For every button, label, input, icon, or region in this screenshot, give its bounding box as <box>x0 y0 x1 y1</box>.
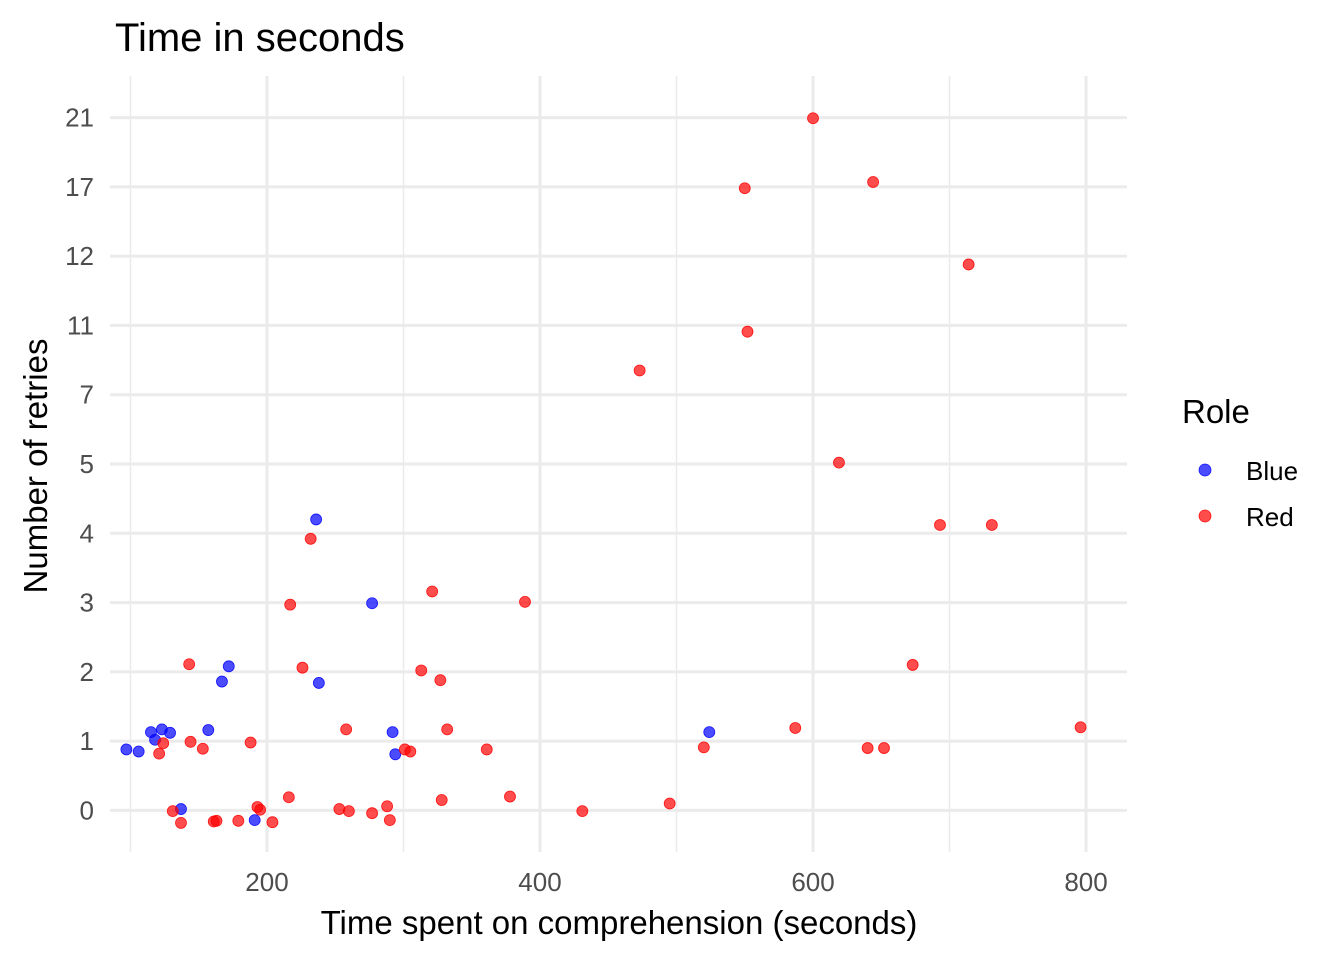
point-blue-12 <box>312 677 325 689</box>
x-tick-label-400: 400 <box>518 867 561 897</box>
point-red-43 <box>861 742 874 754</box>
y-tick-label-21: 21 <box>65 103 94 133</box>
point-red-40 <box>789 722 802 734</box>
legend: Role Blue Red <box>1182 393 1298 532</box>
point-red-41 <box>807 112 819 125</box>
point-red-47 <box>934 519 946 531</box>
point-red-23 <box>383 814 396 827</box>
point-red-33 <box>519 595 531 608</box>
point-blue-15 <box>389 748 402 761</box>
point-blue-16 <box>703 726 716 739</box>
point-blue-11 <box>310 513 323 526</box>
point-red-50 <box>1074 721 1087 734</box>
y-tick-label-11: 11 <box>67 310 94 340</box>
x-tick-label-200: 200 <box>245 867 288 897</box>
point-red-6 <box>196 742 209 755</box>
point-red-2 <box>166 805 179 818</box>
x-tick-labels: 200 400 600 800 <box>245 867 1107 897</box>
point-red-14 <box>282 791 295 804</box>
y-tick-label-17: 17 <box>65 172 94 202</box>
chart-title: Time in seconds <box>115 16 405 60</box>
point-red-25 <box>404 745 417 758</box>
point-red-34 <box>576 805 589 818</box>
point-blue-14 <box>386 726 399 739</box>
point-red-32 <box>504 790 516 803</box>
point-red-35 <box>633 364 646 377</box>
major-grid-x <box>265 76 1088 852</box>
point-red-12 <box>254 803 267 816</box>
point-blue-9 <box>222 660 235 673</box>
legend-title: Role <box>1182 393 1250 430</box>
point-red-36 <box>663 797 676 810</box>
point-red-16 <box>296 661 309 674</box>
point-red-8 <box>210 814 223 827</box>
legend-label-blue: Blue <box>1246 456 1298 486</box>
point-red-29 <box>435 794 448 806</box>
point-red-44 <box>867 176 879 188</box>
point-red-48 <box>962 258 975 271</box>
point-red-49 <box>985 519 998 531</box>
y-tick-label-7: 7 <box>80 380 94 410</box>
x-tick-label-600: 600 <box>791 867 834 897</box>
y-tick-label-1: 1 <box>80 726 94 756</box>
point-blue-8 <box>216 675 228 688</box>
point-red-37 <box>697 741 710 754</box>
point-blue-10 <box>248 814 261 827</box>
y-axis-title: Number of retries <box>17 339 54 594</box>
point-red-42 <box>833 456 845 469</box>
point-red-28 <box>434 674 447 687</box>
point-red-46 <box>906 659 919 671</box>
point-blue-5 <box>164 726 176 739</box>
point-red-5 <box>184 735 197 748</box>
point-red-19 <box>340 723 353 736</box>
point-red-1 <box>157 737 170 750</box>
point-blue-13 <box>366 597 378 610</box>
legend-key-red <box>1198 509 1212 523</box>
point-red-31 <box>480 743 493 756</box>
point-red-10 <box>244 736 257 749</box>
point-red-9 <box>232 814 245 827</box>
y-tick-label-3: 3 <box>80 588 94 618</box>
y-tick-label-0: 0 <box>80 795 94 825</box>
y-tick-label-5: 5 <box>80 449 94 479</box>
point-red-30 <box>441 723 454 736</box>
point-red-17 <box>304 532 317 545</box>
data-points <box>120 112 1087 829</box>
point-red-27 <box>426 585 439 598</box>
y-tick-label-12: 12 <box>65 241 94 271</box>
point-red-3 <box>175 817 187 829</box>
point-red-38 <box>738 182 751 195</box>
point-red-18 <box>333 803 346 815</box>
legend-label-red: Red <box>1246 502 1294 532</box>
y-tick-label-2: 2 <box>80 657 94 687</box>
x-tick-label-800: 800 <box>1064 867 1107 897</box>
point-red-4 <box>183 658 196 671</box>
point-red-39 <box>741 325 754 338</box>
point-red-15 <box>284 598 297 611</box>
point-red-20 <box>342 805 355 818</box>
point-red-0 <box>153 747 166 760</box>
y-tick-label-4: 4 <box>80 518 94 548</box>
point-blue-1 <box>132 745 145 758</box>
point-blue-7 <box>202 724 215 736</box>
x-axis-title: Time spent on comprehension (seconds) <box>321 904 918 941</box>
point-blue-0 <box>120 743 133 756</box>
legend-key-blue <box>1198 463 1212 477</box>
major-grid-y <box>110 116 1127 812</box>
point-red-13 <box>266 816 279 829</box>
point-red-21 <box>366 807 378 820</box>
point-red-45 <box>878 742 890 754</box>
point-red-26 <box>415 664 428 677</box>
point-red-22 <box>381 800 394 813</box>
